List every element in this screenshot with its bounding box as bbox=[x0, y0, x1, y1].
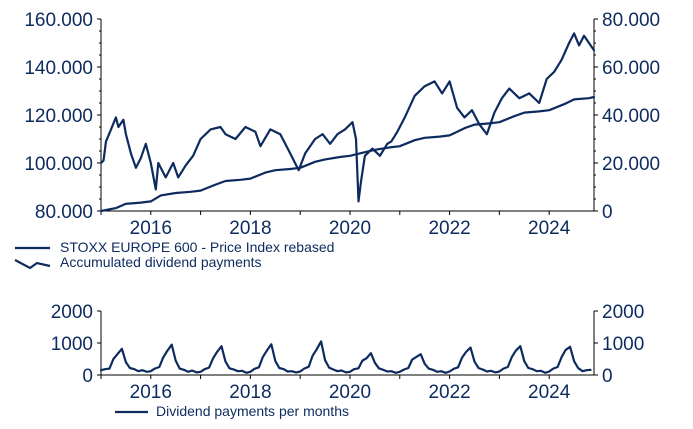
x-tick-label: 2024 bbox=[528, 218, 571, 239]
series-line-monthly-dividends bbox=[99, 340, 592, 374]
x-tick-label: 2022 bbox=[428, 382, 470, 403]
x-tick-label: 2018 bbox=[229, 382, 271, 403]
left-y-tick-label: 0 bbox=[82, 366, 93, 387]
right-y-tick-label: 1000 bbox=[602, 334, 644, 355]
right-y-tick-label: 80.000 bbox=[602, 10, 660, 31]
legend-swatch bbox=[14, 259, 51, 270]
right-y-tick-label: 60.000 bbox=[602, 58, 660, 79]
series-line-price-index bbox=[99, 32, 596, 203]
x-tick-label: 2016 bbox=[130, 218, 172, 239]
right-y-tick-label: 20.000 bbox=[602, 154, 660, 175]
x-tick-label: 2020 bbox=[329, 382, 371, 403]
right-y-tick-label: 2000 bbox=[602, 302, 644, 323]
left-y-tick-label: 2000 bbox=[51, 302, 93, 323]
x-tick-label: 2024 bbox=[528, 382, 571, 403]
right-y-tick-label: 0 bbox=[602, 202, 613, 223]
legend-label: STOXX EUROPE 600 - Price Index rebased bbox=[60, 239, 334, 255]
x-tick-label: 2022 bbox=[428, 218, 470, 239]
left-y-tick-label: 140.000 bbox=[24, 58, 93, 79]
x-tick-label: 2020 bbox=[329, 218, 371, 239]
bottom-panel: 0 1000 2000 0 1000 2000 2016 2018 2020 2022 2024 Di… bbox=[51, 302, 645, 419]
left-y-tick-label: 120.000 bbox=[24, 106, 93, 127]
left-y-tick-label: 160.000 bbox=[24, 10, 93, 31]
legend-label: Dividend payments per months bbox=[156, 403, 349, 419]
legend-label: Accumulated dividend payments bbox=[60, 254, 262, 270]
left-y-tick-label: 80.000 bbox=[35, 202, 93, 223]
top-panel: 80.000 100.000 120.000 140.000 160.000 0 20.00… bbox=[14, 10, 660, 270]
left-y-tick-label: 100.000 bbox=[24, 154, 93, 175]
series-line-accumulated-dividends bbox=[99, 95, 596, 213]
left-y-tick-label: 1000 bbox=[51, 334, 93, 355]
right-y-tick-label: 0 bbox=[602, 366, 613, 387]
right-y-tick-label: 40.000 bbox=[602, 106, 660, 127]
x-tick-label: 2016 bbox=[130, 382, 172, 403]
x-tick-label: 2018 bbox=[229, 218, 271, 239]
